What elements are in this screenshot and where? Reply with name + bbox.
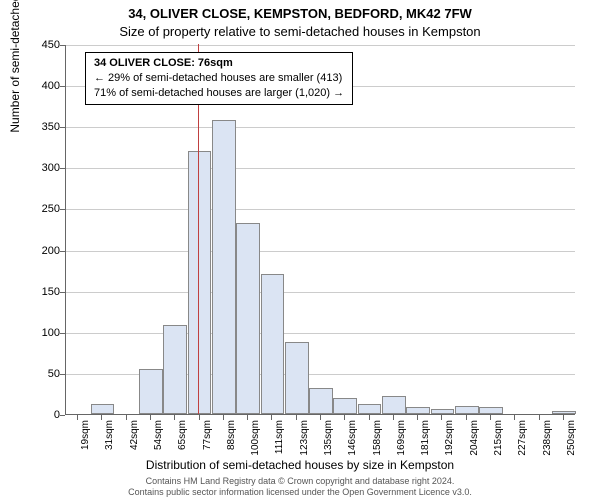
histogram-bar (309, 388, 333, 414)
x-tick-mark (199, 415, 200, 420)
histogram-bar (163, 325, 187, 414)
x-tick-label: 204sqm (469, 420, 480, 470)
x-tick-label: 111sqm (274, 420, 285, 470)
x-tick-label: 192sqm (444, 420, 455, 470)
x-tick-mark (77, 415, 78, 420)
histogram-bar (212, 120, 236, 414)
histogram-bar (285, 342, 309, 414)
histogram-bar (333, 398, 357, 414)
histogram-bar (236, 223, 260, 414)
gridline (66, 209, 575, 210)
gridline (66, 333, 575, 334)
x-tick-label: 146sqm (347, 420, 358, 470)
x-tick-mark (174, 415, 175, 420)
histogram-bar (188, 151, 212, 414)
x-tick-label: 181sqm (420, 420, 431, 470)
histogram-bar (406, 407, 430, 414)
x-tick-mark (466, 415, 467, 420)
title-main: 34, OLIVER CLOSE, KEMPSTON, BEDFORD, MK4… (0, 6, 600, 21)
y-tick-label: 250 (25, 203, 60, 215)
x-tick-mark (417, 415, 418, 420)
x-tick-label: 65sqm (177, 420, 188, 470)
info-line-3: 71% of semi-detached houses are larger (… (94, 86, 344, 101)
histogram-bar (479, 407, 503, 414)
y-tick-mark (60, 292, 65, 293)
x-tick-mark (514, 415, 515, 420)
y-tick-mark (60, 127, 65, 128)
y-axis-label: Number of semi-detached properties (8, 0, 22, 133)
y-tick-mark (60, 86, 65, 87)
histogram-bar (261, 274, 285, 414)
x-tick-mark (223, 415, 224, 420)
y-tick-label: 50 (25, 368, 60, 380)
x-tick-label: 100sqm (250, 420, 261, 470)
y-tick-label: 100 (25, 327, 60, 339)
y-tick-mark (60, 333, 65, 334)
histogram-bar (431, 409, 455, 414)
x-tick-mark (344, 415, 345, 420)
x-tick-mark (101, 415, 102, 420)
x-tick-label: 250sqm (566, 420, 577, 470)
x-tick-mark (393, 415, 394, 420)
y-tick-label: 150 (25, 286, 60, 298)
gridline (66, 168, 575, 169)
histogram-bar (139, 369, 163, 414)
y-tick-mark (60, 415, 65, 416)
attribution-line-1: Contains HM Land Registry data © Crown c… (0, 476, 600, 487)
x-tick-label: 31sqm (104, 420, 115, 470)
y-tick-mark (60, 251, 65, 252)
info-line-1: 34 OLIVER CLOSE: 76sqm (94, 56, 344, 71)
y-tick-mark (60, 168, 65, 169)
gridline (66, 127, 575, 128)
x-tick-label: 77sqm (202, 420, 213, 470)
info-box: 34 OLIVER CLOSE: 76sqm ← 29% of semi-det… (85, 52, 353, 105)
gridline (66, 292, 575, 293)
x-tick-mark (271, 415, 272, 420)
attribution-line-2: Contains public sector information licen… (0, 487, 600, 498)
histogram-bar (552, 411, 576, 414)
x-tick-mark (369, 415, 370, 420)
gridline (66, 251, 575, 252)
x-tick-mark (441, 415, 442, 420)
x-tick-label: 42sqm (129, 420, 140, 470)
histogram-bar (91, 404, 115, 414)
histogram-bar (358, 404, 382, 414)
x-tick-label: 123sqm (299, 420, 310, 470)
y-tick-label: 200 (25, 245, 60, 257)
x-tick-mark (320, 415, 321, 420)
y-tick-label: 0 (25, 409, 60, 421)
x-tick-mark (150, 415, 151, 420)
x-tick-mark (539, 415, 540, 420)
y-tick-label: 350 (25, 121, 60, 133)
x-tick-label: 238sqm (542, 420, 553, 470)
y-tick-label: 400 (25, 80, 60, 92)
x-tick-mark (247, 415, 248, 420)
x-tick-mark (126, 415, 127, 420)
y-tick-label: 450 (25, 39, 60, 51)
attribution: Contains HM Land Registry data © Crown c… (0, 476, 600, 498)
y-tick-mark (60, 374, 65, 375)
histogram-bar (455, 406, 479, 414)
histogram-bar (382, 396, 406, 414)
x-tick-label: 135sqm (323, 420, 334, 470)
x-tick-label: 54sqm (153, 420, 164, 470)
x-tick-label: 215sqm (493, 420, 504, 470)
title-sub: Size of property relative to semi-detach… (0, 24, 600, 39)
x-tick-label: 169sqm (396, 420, 407, 470)
gridline (66, 45, 575, 46)
x-tick-label: 88sqm (226, 420, 237, 470)
x-tick-label: 158sqm (372, 420, 383, 470)
x-tick-label: 19sqm (80, 420, 91, 470)
chart-container: 34, OLIVER CLOSE, KEMPSTON, BEDFORD, MK4… (0, 0, 600, 500)
x-tick-mark (296, 415, 297, 420)
x-tick-mark (563, 415, 564, 420)
info-line-2: ← 29% of semi-detached houses are smalle… (94, 71, 344, 86)
y-tick-mark (60, 45, 65, 46)
x-tick-label: 227sqm (517, 420, 528, 470)
y-tick-mark (60, 209, 65, 210)
y-tick-label: 300 (25, 162, 60, 174)
x-tick-mark (490, 415, 491, 420)
